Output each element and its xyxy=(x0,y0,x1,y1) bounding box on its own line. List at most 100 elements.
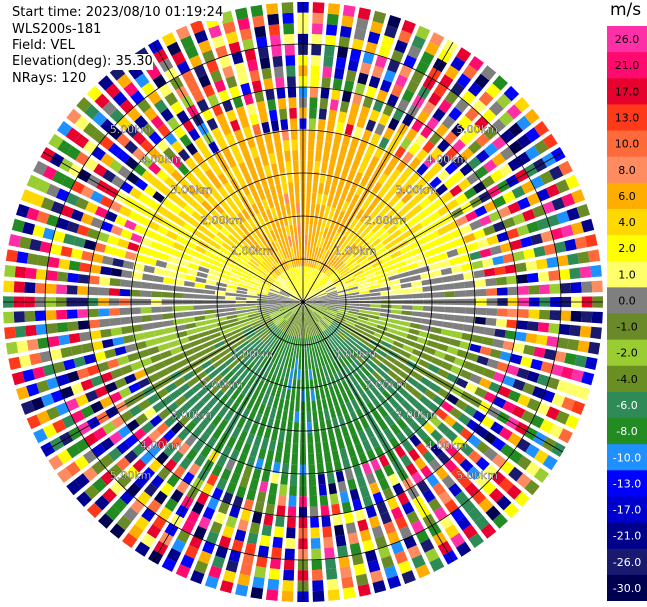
ray-gate xyxy=(298,288,302,299)
ray-gate xyxy=(201,255,214,264)
ray-gate xyxy=(402,440,414,453)
ray-gate xyxy=(281,272,289,282)
ray-gate xyxy=(455,193,468,205)
ray-gate xyxy=(379,79,393,93)
ray-gate xyxy=(293,267,297,278)
ray-gate xyxy=(323,451,332,464)
ray-gate xyxy=(266,257,275,267)
ray-gate xyxy=(326,472,336,484)
ray-gate xyxy=(246,103,257,116)
ray-gate xyxy=(483,463,498,479)
ray-gate xyxy=(355,17,369,31)
azimuth-spoke xyxy=(302,301,454,563)
ray-gate xyxy=(90,375,104,388)
ray-gate xyxy=(421,242,434,252)
ray-gate xyxy=(272,397,280,409)
ray-gate xyxy=(310,203,316,215)
ray-gate xyxy=(234,62,247,75)
ray-gate xyxy=(344,123,354,136)
ray-gate xyxy=(328,299,339,302)
ray-gate xyxy=(462,64,478,80)
ray-gate xyxy=(386,497,399,511)
ray-gate xyxy=(440,328,453,337)
ray-gate xyxy=(304,305,309,316)
ray-gate xyxy=(174,197,187,209)
ray-gate xyxy=(259,57,271,70)
ray-gate xyxy=(306,181,312,193)
ray-gate xyxy=(512,250,525,262)
ray-gate xyxy=(498,385,512,398)
ray-gate xyxy=(312,324,319,335)
ray-gate xyxy=(189,256,202,265)
colorbar-segment xyxy=(607,104,647,132)
ray-gate xyxy=(275,408,283,421)
ray-gate xyxy=(426,340,439,349)
ray-gate xyxy=(100,152,115,167)
ray-gate xyxy=(327,253,335,264)
ray-gate xyxy=(362,439,372,452)
ray-gate xyxy=(182,305,194,311)
ray-gate xyxy=(320,276,329,285)
ray-gate xyxy=(401,570,416,585)
ray-gate xyxy=(344,226,353,238)
ray-gate xyxy=(344,353,354,364)
ray-gate xyxy=(319,388,326,400)
ray-gate xyxy=(356,318,368,325)
ray-gate xyxy=(164,326,176,335)
ray-gate xyxy=(164,415,177,428)
ray-gate xyxy=(270,120,280,132)
ray-gate xyxy=(225,458,236,472)
colorbar-segment xyxy=(607,235,647,262)
ray-gate xyxy=(56,467,73,483)
ray-gate xyxy=(486,288,498,296)
ray-gate xyxy=(520,236,533,248)
ray-gate xyxy=(411,280,423,287)
ray-gate xyxy=(307,256,312,267)
range-label: 3.00km xyxy=(171,408,213,421)
ray-gate xyxy=(129,404,143,417)
ray-gate xyxy=(66,108,82,125)
ray-gate xyxy=(105,83,121,99)
ray-gate xyxy=(358,309,370,314)
ray-gate xyxy=(537,322,550,333)
ray-gate xyxy=(265,384,273,396)
ray-gate xyxy=(212,373,223,385)
ray-gate xyxy=(313,284,323,293)
ray-gate xyxy=(285,367,291,379)
ray-gate xyxy=(371,65,384,79)
ray-gate xyxy=(110,224,123,236)
range-label: 4.00km xyxy=(140,439,182,452)
ray-gate xyxy=(306,298,318,302)
ray-gate xyxy=(173,279,185,286)
ray-gate xyxy=(496,495,512,511)
ray-gate xyxy=(346,258,357,268)
ray-gate xyxy=(437,225,450,236)
ray-gate xyxy=(416,480,430,494)
ray-gate xyxy=(330,323,340,332)
ray-gate xyxy=(514,97,530,113)
ray-gate xyxy=(276,342,283,354)
ray-gate xyxy=(517,197,531,210)
ray-gate xyxy=(483,125,498,141)
ray-gate xyxy=(570,368,584,383)
ray-gate xyxy=(293,347,297,359)
ray-gate xyxy=(116,440,131,455)
ray-gate xyxy=(444,429,458,442)
ray-gate xyxy=(313,357,319,369)
ray-gate xyxy=(305,390,311,402)
ray-gate xyxy=(318,182,325,194)
ray-gate xyxy=(288,297,300,302)
ray-gate xyxy=(170,248,182,258)
ray-gate xyxy=(522,209,536,222)
ray-gate xyxy=(350,232,361,243)
ray-gate xyxy=(523,248,536,260)
ray-gate xyxy=(195,223,208,234)
ray-gate xyxy=(386,369,398,380)
ray-gate xyxy=(98,287,110,296)
ray-gate xyxy=(267,295,279,299)
ray-gate xyxy=(342,458,352,471)
ray-gate xyxy=(297,224,301,235)
ray-gate xyxy=(284,345,290,357)
ray-gate xyxy=(313,214,319,226)
ray-gate xyxy=(221,264,233,272)
